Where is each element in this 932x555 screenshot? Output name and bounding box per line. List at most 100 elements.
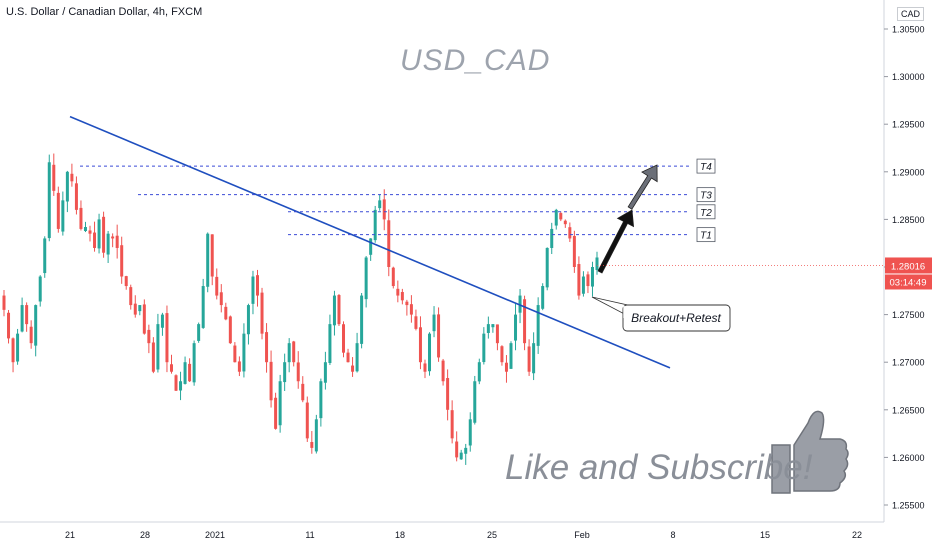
price-tick-label: 1.26500 xyxy=(892,405,925,415)
candle-body xyxy=(296,362,300,382)
candle-body xyxy=(328,324,332,363)
candle-body xyxy=(518,295,522,313)
target-label: T1 xyxy=(700,231,712,242)
candle-body xyxy=(337,295,341,325)
candle-body xyxy=(387,220,391,267)
candle-body xyxy=(514,314,518,341)
candle-body xyxy=(310,442,314,448)
candle-body xyxy=(283,362,287,383)
time-tick-label: 15 xyxy=(760,530,770,540)
time-tick-label: Feb xyxy=(574,530,590,540)
candle-body xyxy=(355,343,359,372)
candle-body xyxy=(581,276,585,294)
target-label-box xyxy=(696,158,716,174)
candle-body xyxy=(165,313,169,363)
candle-body xyxy=(201,286,205,328)
candle-body xyxy=(219,292,223,306)
candle-body xyxy=(93,232,97,248)
candle-body xyxy=(242,333,246,372)
candle-body xyxy=(541,286,545,309)
candle-body xyxy=(378,200,382,209)
candle-body xyxy=(88,230,92,234)
candle-body xyxy=(559,213,563,220)
candle-body xyxy=(418,327,422,363)
candle-body xyxy=(323,362,327,383)
candle-body xyxy=(568,227,572,239)
candle-body xyxy=(464,447,468,454)
price-tick-label: 1.30500 xyxy=(892,25,925,35)
candle-body xyxy=(265,332,269,363)
candle-body xyxy=(527,346,531,372)
candle-body xyxy=(550,228,554,248)
price-tick-label: 1.27000 xyxy=(892,358,925,368)
candle-body xyxy=(192,343,196,383)
candle-body xyxy=(160,314,164,328)
time-tick-label: 2021 xyxy=(205,530,225,540)
candle-body xyxy=(590,267,594,287)
candle-body xyxy=(74,183,78,210)
candle-body xyxy=(228,316,232,344)
candle-body xyxy=(305,402,309,439)
candle-body xyxy=(414,316,418,329)
candle-body xyxy=(400,292,404,301)
candle-body xyxy=(278,381,282,426)
candle-body xyxy=(38,276,42,302)
candle-body xyxy=(120,245,124,277)
candle-body xyxy=(115,235,119,248)
target-label-box xyxy=(696,204,716,220)
candle-body xyxy=(138,305,142,312)
candle-body xyxy=(455,441,459,458)
candle-body xyxy=(83,227,87,232)
candle-body xyxy=(188,363,192,382)
candle-body xyxy=(237,361,241,372)
candle-body xyxy=(147,329,151,344)
candle-body xyxy=(396,288,400,296)
candle-body xyxy=(577,264,581,296)
candle-body xyxy=(124,276,128,287)
candle-body xyxy=(97,219,101,249)
candle-body xyxy=(314,419,318,452)
candle-body xyxy=(156,324,160,370)
breakout-label: Breakout+Retest xyxy=(631,311,721,325)
candle-body xyxy=(7,312,11,339)
candle-body xyxy=(441,360,445,382)
candle-body xyxy=(206,233,210,287)
target-label: T3 xyxy=(700,191,712,202)
candle-body xyxy=(554,209,558,226)
candle-body xyxy=(25,305,29,325)
candle-body xyxy=(56,192,60,229)
candle-body xyxy=(34,305,38,346)
watermark-title: USD_CAD xyxy=(400,44,551,77)
candle-body xyxy=(301,383,305,401)
time-tick-label: 18 xyxy=(395,530,405,540)
target-arrow-t4[interactable] xyxy=(627,164,658,210)
candle-body xyxy=(523,299,527,344)
candle-body xyxy=(342,324,346,353)
candle-body xyxy=(319,381,323,419)
breakout-callout[interactable]: Breakout+Retest xyxy=(591,296,731,332)
candle-body xyxy=(197,324,201,341)
price-tick-label: 1.29500 xyxy=(892,120,925,130)
trendline[interactable] xyxy=(69,115,671,369)
candle-body xyxy=(174,375,178,391)
price-tick-label: 1.25500 xyxy=(892,501,925,511)
time-tick-label: 28 xyxy=(140,530,150,540)
candle-body xyxy=(532,343,536,374)
candle-body xyxy=(545,247,549,288)
candle-body xyxy=(477,362,481,382)
candle-body xyxy=(210,234,214,277)
target-label: T2 xyxy=(700,208,712,219)
candle-body xyxy=(495,324,499,344)
time-tick-label: 22 xyxy=(852,530,862,540)
price-tick-label: 1.26000 xyxy=(892,453,925,463)
candle-body xyxy=(364,257,368,300)
candle-body xyxy=(437,314,441,358)
candle-body xyxy=(292,341,296,363)
target-arrow-t2[interactable] xyxy=(597,209,635,274)
candle-body xyxy=(52,164,56,191)
candle-body xyxy=(106,233,110,255)
candle-body xyxy=(16,333,20,362)
candle-body xyxy=(183,362,187,384)
